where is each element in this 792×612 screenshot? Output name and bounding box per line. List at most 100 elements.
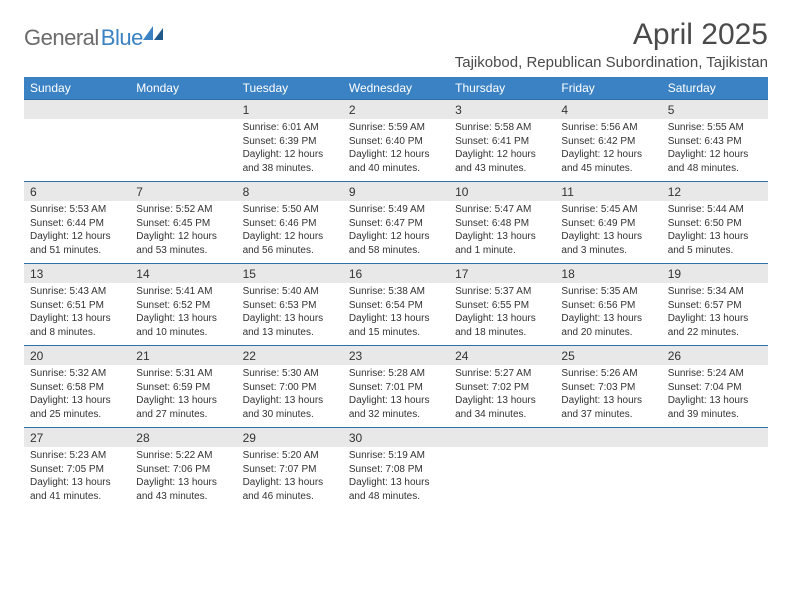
logo-sail-icon: [143, 24, 165, 45]
day-detail-cell: [555, 447, 661, 509]
sunrise-text: Sunrise: 5:24 AM: [668, 368, 744, 379]
sunset-text: Sunset: 7:06 PM: [136, 464, 210, 475]
sunset-text: Sunset: 6:52 PM: [136, 300, 210, 311]
sunset-text: Sunset: 6:46 PM: [243, 218, 317, 229]
day-detail-cell: Sunrise: 5:56 AM Sunset: 6:42 PM Daylight:…: [555, 119, 661, 182]
daylight-text: Daylight: 13 hours and 46 minutes.: [243, 477, 324, 502]
day-detail-cell: Sunrise: 5:47 AMSunset: 6:48 PMDaylight:…: [449, 201, 555, 264]
sunset-text: Sunset: 6:57 PM: [668, 300, 742, 311]
day-detail-cell: Sunrise: 5:41 AMSunset: 6:52 PMDaylight:…: [130, 283, 236, 346]
day-number-cell: 1: [237, 100, 343, 120]
day-number-row: 27282930: [24, 428, 768, 448]
calendar-body: 12345 Sunrise: 6:01 AMSunset: 6:39 PMDay…: [24, 100, 768, 510]
sunrise-text: Sunrise: 5:30 AM: [243, 368, 319, 379]
sunrise-text: Sunrise: 5:56 AM: [561, 122, 637, 133]
day-detail-row: Sunrise: 5:53 AMSunset: 6:44 PMDaylight:…: [24, 201, 768, 264]
sunset-text: Sunset: 6:43 PM: [668, 136, 742, 147]
day-detail-cell: Sunrise: 5:22 AM Sunset: 7:06 PM Daylight:…: [130, 447, 236, 509]
location-text: Tajikobod, Republican Subordination, Taj…: [455, 54, 768, 71]
sunset-text: Sunset: 7:04 PM: [668, 382, 742, 393]
title-block: April 2025 Tajikobod, Republican Subordi…: [455, 18, 768, 71]
day-detail-cell: Sunrise: 5:34 AM Sunset: 6:57 PM Daylight:…: [662, 283, 768, 346]
calendar-table: Sunday Monday Tuesday Wednesday Thursday…: [24, 77, 768, 509]
sunrise-text: Sunrise: 5:27 AM: [455, 368, 531, 379]
day-detail-cell: Sunrise: 5:40 AMSunset: 6:53 PMDaylight:…: [237, 283, 343, 346]
sunset-text: Sunset: 6:48 PM: [455, 218, 529, 229]
daylight-text: Daylight: 13 hours and 37 minutes.: [561, 395, 642, 420]
sunrise-text: Sunrise: 5:28 AM: [349, 368, 425, 379]
daylight-text: Daylight: 13 hours and 20 minutes.: [561, 313, 642, 338]
daylight-text: Daylight: 13 hours and 34 minutes.: [455, 395, 536, 420]
day-detail-cell: Sunrise: 5:20 AMSunset: 7:07 PMDaylight:…: [237, 447, 343, 509]
sunset-text: Sunset: 7:03 PM: [561, 382, 635, 393]
daylight-text: Daylight: 13 hours and 43 minutes.: [136, 477, 217, 502]
day-detail-cell: Sunrise: 5:52 AMSunset: 6:45 PMDaylight:…: [130, 201, 236, 264]
sunrise-text: Sunrise: 5:22 AM: [136, 450, 212, 461]
day-detail-cell: Sunrise: 5:26 AMSunset: 7:03 PMDaylight:…: [555, 365, 661, 428]
sunrise-text: Sunrise: 5:34 AM: [668, 286, 744, 297]
day-detail-row: Sunrise: 6:01 AMSunset: 6:39 PMDaylight:…: [24, 119, 768, 182]
daylight-text: Daylight: 12 hours and 48 minutes.: [668, 149, 749, 174]
daylight-text: Daylight: 13 hours and 41 minutes.: [30, 477, 111, 502]
sunset-text: Sunset: 6:47 PM: [349, 218, 423, 229]
day-detail-cell: Sunrise: 5:32 AMSunset: 6:58 PMDaylight:…: [24, 365, 130, 428]
day-detail-cell: Sunrise: 5:35 AMSunset: 6:56 PMDaylight:…: [555, 283, 661, 346]
logo-text-gray: General: [24, 25, 99, 51]
day-detail-cell: Sunrise: 5:19 AMSunset: 7:08 PMDaylight:…: [343, 447, 449, 509]
day-detail-cell: Sunrise: 5:27 AM Sunset: 7:02 PM Daylight:…: [449, 365, 555, 428]
sunset-text: Sunset: 6:58 PM: [30, 382, 104, 393]
day-number-cell: 21: [130, 346, 236, 366]
dow-wednesday: Wednesday: [343, 77, 449, 100]
day-detail-cell: Sunrise: 5:53 AMSunset: 6:44 PMDaylight:…: [24, 201, 130, 264]
day-detail-cell: Sunrise: 5:50 AMSunset: 6:46 PMDaylight:…: [237, 201, 343, 264]
sunset-text: Sunset: 7:05 PM: [30, 464, 104, 475]
daylight-text: Daylight: 13 hours and 13 minutes.: [243, 313, 324, 338]
day-detail-cell: Sunrise: 5:44 AMSunset: 6:50 PMDaylight:…: [662, 201, 768, 264]
day-number-cell: [130, 100, 236, 120]
sunrise-text: Sunrise: 5:44 AM: [668, 204, 744, 215]
daylight-text: Daylight: 13 hours and 1 minute.: [455, 231, 536, 256]
day-number-row: 20212223242526: [24, 346, 768, 366]
day-number-cell: 23: [343, 346, 449, 366]
sunrise-text: Sunrise: 5:50 AM: [243, 204, 319, 215]
sunset-text: Sunset: 6:51 PM: [30, 300, 104, 311]
daylight-text: Daylight: 13 hours and 22 minutes.: [668, 313, 749, 338]
daylight-text: Daylight: 12 hours and 45 minutes.: [561, 149, 642, 174]
day-number-cell: 14: [130, 264, 236, 284]
daylight-text: Daylight: 13 hours and 18 minutes.: [455, 313, 536, 338]
daylight-text: Daylight: 12 hours and 43 minutes.: [455, 149, 536, 174]
day-number-cell: 24: [449, 346, 555, 366]
day-number-cell: 12: [662, 182, 768, 202]
dow-sunday: Sunday: [24, 77, 130, 100]
page: GeneralBlue April 2025 Tajikobod, Republ…: [0, 0, 792, 509]
day-number-cell: 7: [130, 182, 236, 202]
daylight-text: Daylight: 13 hours and 27 minutes.: [136, 395, 217, 420]
day-number-cell: 4: [555, 100, 661, 120]
day-detail-cell: Sunrise: 5:30 AMSunset: 7:00 PMDaylight:…: [237, 365, 343, 428]
sunrise-text: Sunrise: 5:49 AM: [349, 204, 425, 215]
day-detail-cell: [662, 447, 768, 509]
day-number-cell: [449, 428, 555, 448]
day-detail-cell: Sunrise: 6:01 AMSunset: 6:39 PMDaylight:…: [237, 119, 343, 182]
daylight-text: Daylight: 12 hours and 58 minutes.: [349, 231, 430, 256]
day-number-cell: 5: [662, 100, 768, 120]
sunset-text: Sunset: 6:42 PM: [561, 136, 635, 147]
day-detail-cell: Sunrise: 5:28 AMSunset: 7:01 PMDaylight:…: [343, 365, 449, 428]
sunset-text: Sunset: 6:44 PM: [30, 218, 104, 229]
sunset-text: Sunset: 6:40 PM: [349, 136, 423, 147]
day-number-cell: 27: [24, 428, 130, 448]
day-number-cell: 28: [130, 428, 236, 448]
day-detail-cell: [130, 119, 236, 182]
day-detail-cell: Sunrise: 5:24 AMSunset: 7:04 PMDaylight:…: [662, 365, 768, 428]
day-detail-row: Sunrise: 5:32 AMSunset: 6:58 PMDaylight:…: [24, 365, 768, 428]
day-number-cell: 26: [662, 346, 768, 366]
day-detail-cell: Sunrise: 5:49 AM Sunset: 6:47 PM Daylight:…: [343, 201, 449, 264]
logo-text-blue: Blue: [101, 25, 143, 51]
day-number-cell: 3: [449, 100, 555, 120]
sunset-text: Sunset: 7:00 PM: [243, 382, 317, 393]
sunset-text: Sunset: 7:08 PM: [349, 464, 423, 475]
day-number-cell: [555, 428, 661, 448]
sunset-text: Sunset: 7:02 PM: [455, 382, 529, 393]
day-detail-row: Sunrise: 5:23 AMSunset: 7:05 PMDaylight:…: [24, 447, 768, 509]
day-number-cell: 29: [237, 428, 343, 448]
